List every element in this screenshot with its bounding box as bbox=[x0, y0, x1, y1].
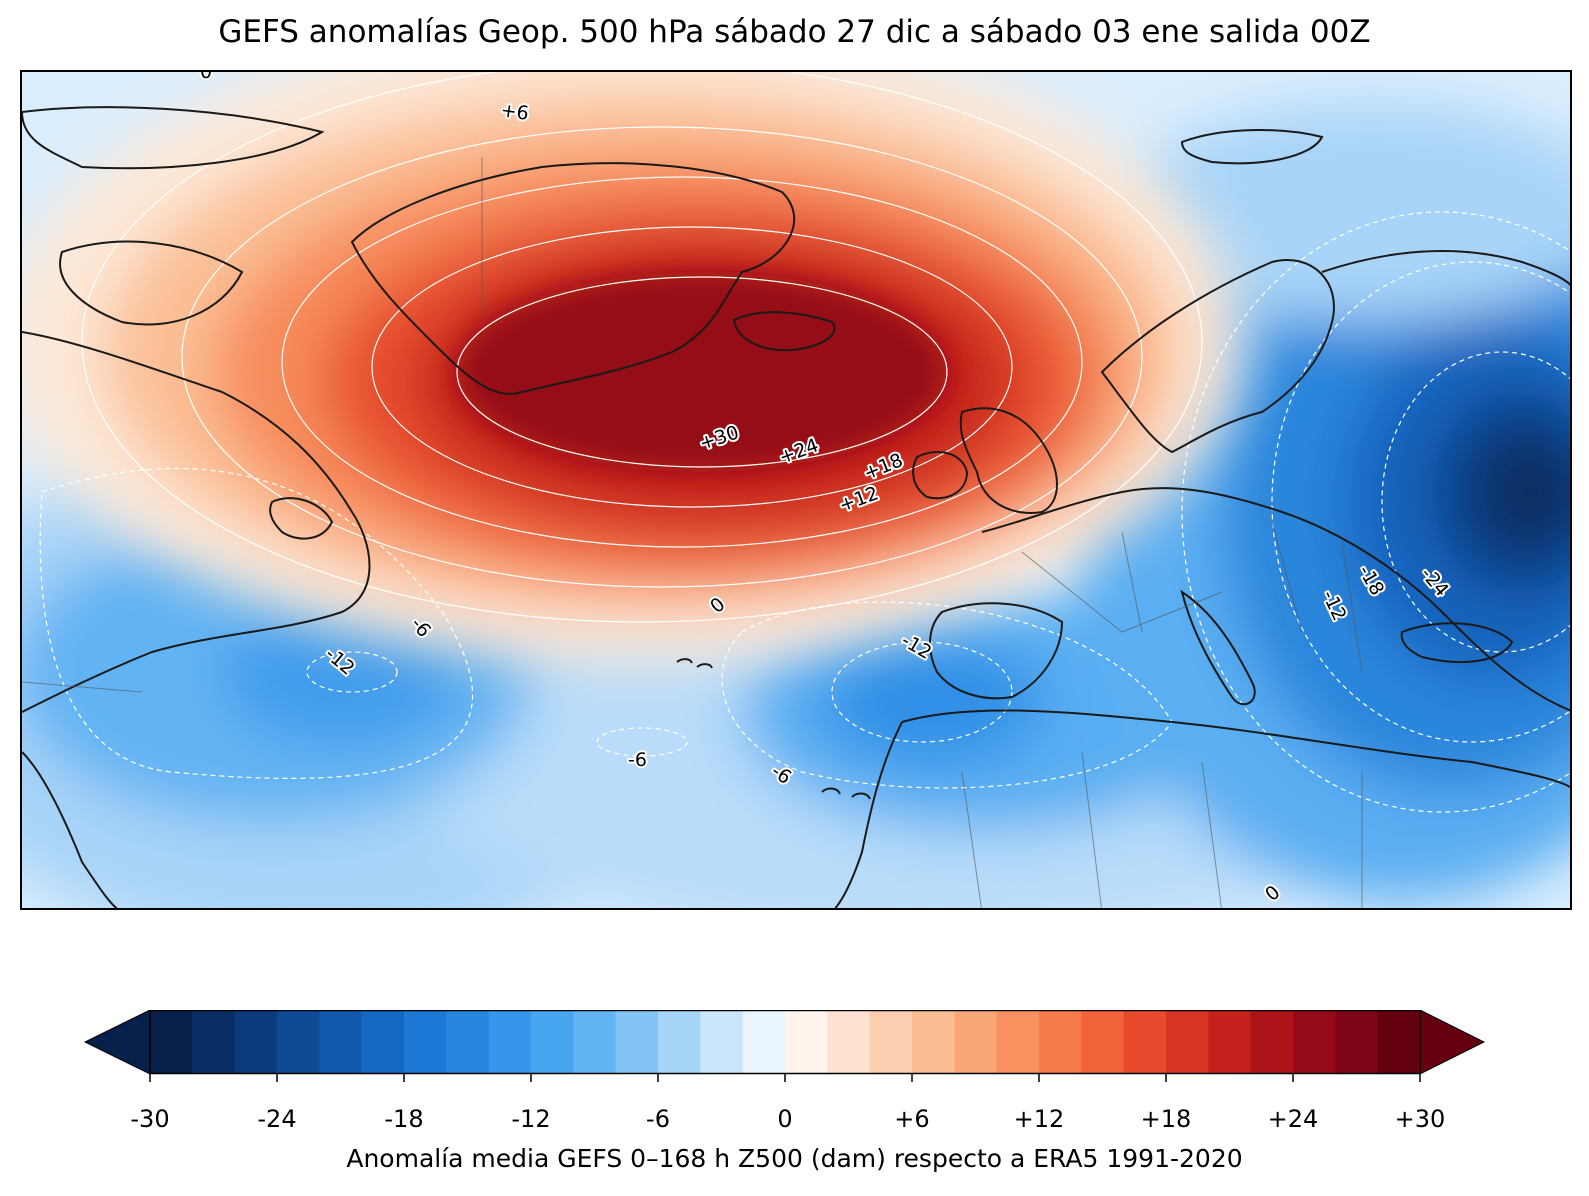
colorbar-extend-max bbox=[1419, 1010, 1486, 1075]
colorbar-segment bbox=[615, 1010, 659, 1074]
positive-contour-lines bbox=[81, 72, 1203, 623]
colorbar-segment bbox=[912, 1010, 955, 1074]
colorbar-tick-label: +6 bbox=[894, 1105, 930, 1133]
map-panel: 0 +6 +30 +24 +18 +12 0 -6 -12 -12 -6 -6 … bbox=[20, 70, 1572, 910]
colorbar-segment bbox=[1335, 1010, 1379, 1074]
colorbar-segment bbox=[1166, 1010, 1209, 1074]
colorbar-segment bbox=[1250, 1010, 1294, 1074]
colorbar-segment bbox=[192, 1010, 236, 1074]
colorbar-segment bbox=[234, 1010, 278, 1074]
colorbar-segment bbox=[1293, 1010, 1336, 1074]
anomaly-map: 0 +6 +30 +24 +18 +12 0 -6 -12 -12 -6 -6 … bbox=[22, 72, 1570, 908]
colorbar-tick-label: +12 bbox=[1013, 1105, 1065, 1133]
colorbar-border bbox=[149, 1010, 1421, 1075]
colorbar-segment bbox=[531, 1010, 574, 1074]
colorbar-tick-label: +24 bbox=[1267, 1105, 1319, 1133]
colorbar-segment bbox=[1208, 1010, 1252, 1074]
colorbar-segment bbox=[1123, 1010, 1167, 1074]
colorbar-segment bbox=[150, 1010, 193, 1074]
colorbar-segment bbox=[827, 1010, 871, 1074]
colorbar-segment bbox=[742, 1010, 786, 1074]
colorbar-segment bbox=[954, 1010, 998, 1074]
negative-contour-lines bbox=[39, 211, 1570, 813]
colorbar-segment bbox=[277, 1010, 320, 1074]
colorbar-segment bbox=[319, 1010, 363, 1074]
colorbar-tick-label: -6 bbox=[646, 1105, 670, 1133]
map-title: GEFS anomalías Geop. 500 hPa sábado 27 d… bbox=[218, 14, 1371, 50]
colorbar-extend-min bbox=[83, 1010, 151, 1075]
colorbar-segment bbox=[1081, 1010, 1125, 1074]
colorbar-tick-label: -12 bbox=[511, 1105, 551, 1133]
colorbar-segment bbox=[446, 1010, 490, 1074]
contour-label: +6 bbox=[499, 99, 530, 125]
colorbar-segment bbox=[869, 1010, 913, 1074]
colorbar-tick-label: -24 bbox=[257, 1105, 297, 1133]
colorbar-segment bbox=[488, 1010, 532, 1074]
colorbar-tick-label: -18 bbox=[384, 1105, 424, 1133]
colorbar-segment bbox=[1039, 1010, 1082, 1074]
colorbar-tick-label: -30 bbox=[130, 1105, 170, 1133]
colorbar-segment bbox=[1377, 1010, 1421, 1074]
borders bbox=[22, 157, 1363, 908]
colorbar-segment bbox=[785, 1010, 828, 1074]
contour-label: -6 bbox=[628, 749, 647, 771]
colorbar-segment bbox=[996, 1010, 1040, 1074]
colorbar-tick-label: +18 bbox=[1140, 1105, 1192, 1133]
colorbar-segment bbox=[700, 1010, 744, 1074]
colorbar-segment bbox=[361, 1010, 405, 1074]
colorbar-segment bbox=[658, 1010, 701, 1074]
contour-label: 0 bbox=[200, 72, 212, 83]
coastlines bbox=[22, 106, 1570, 908]
colorbar-tick-label: 0 bbox=[777, 1105, 793, 1133]
colorbar-segment bbox=[573, 1010, 617, 1074]
colorbar-bar bbox=[83, 1010, 1486, 1082]
colorbar: -30 -24 -18 -12 -6 0 +6 +12 +18 +24 +30 Anomalía m… bbox=[0, 1010, 1589, 1196]
colorbar-tick-label: +30 bbox=[1394, 1105, 1446, 1133]
colorbar-segment bbox=[404, 1010, 447, 1074]
colorbar-caption: Anomalía media GEFS 0–168 h Z500 (dam) r… bbox=[346, 1144, 1243, 1173]
